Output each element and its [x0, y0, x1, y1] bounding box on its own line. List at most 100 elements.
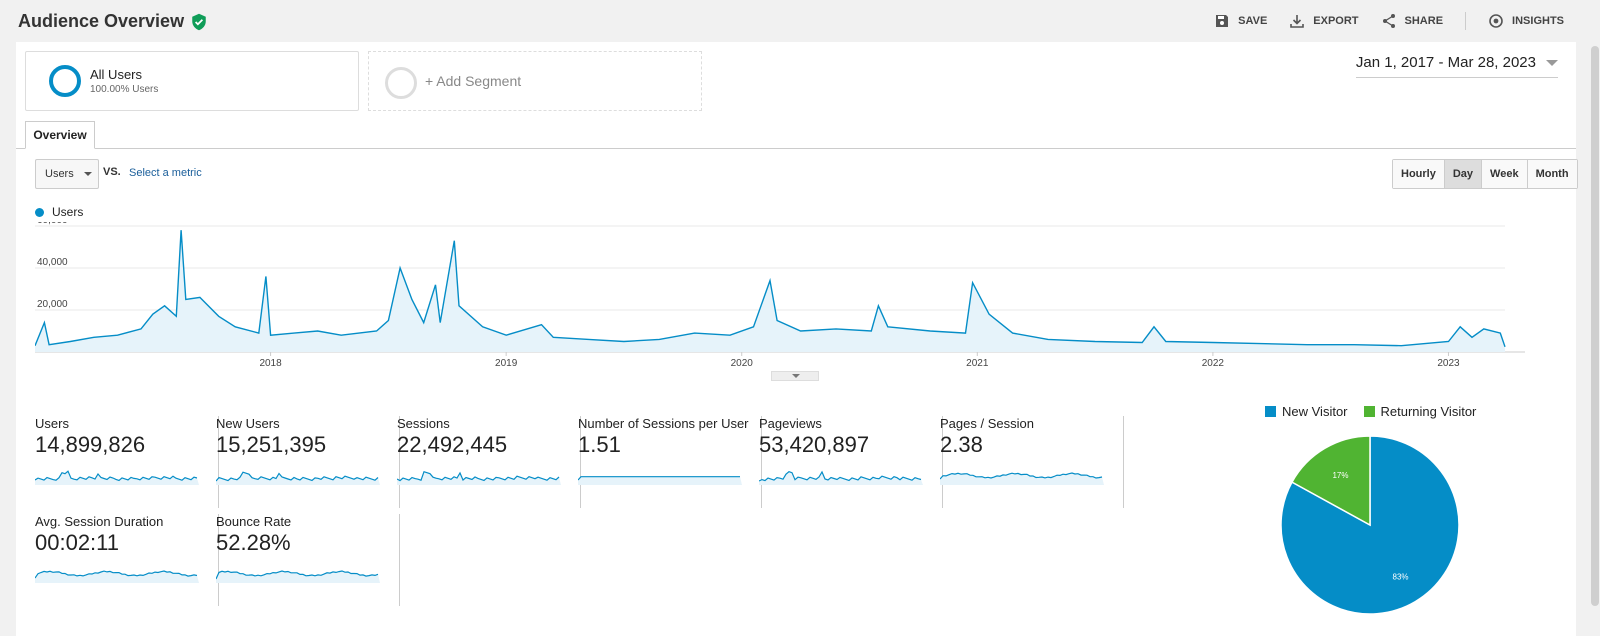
y-tick-label: 60,000: [37, 222, 68, 226]
x-tick-label: 2019: [495, 358, 518, 369]
granularity-day-button[interactable]: Day: [1444, 160, 1483, 188]
metric-name: Pages / Session: [940, 416, 1034, 431]
chevron-down-icon: [83, 172, 92, 176]
share-icon: [1382, 14, 1395, 28]
sparkline-fill: [35, 571, 199, 583]
vs-label: VS.: [103, 166, 121, 178]
new-visitor-swatch: [1265, 406, 1276, 417]
sparkline-fill: [397, 471, 561, 485]
granularity-month-button[interactable]: Month: [1527, 160, 1577, 188]
export-label: EXPORT: [1313, 15, 1359, 27]
metric-dropdown-value: Users: [45, 168, 74, 180]
verified-shield-icon: [192, 13, 206, 30]
collapse-chart-handle[interactable]: [771, 371, 819, 381]
sparkline-line: [216, 570, 379, 580]
metric-sparkline: [35, 470, 199, 485]
metric-scorecard[interactable]: Pages / Session 2.38: [940, 416, 1124, 508]
add-segment-label: + Add Segment: [425, 73, 522, 89]
save-button[interactable]: SAVE: [1214, 13, 1267, 29]
users-over-time-chart: 20,000 40,000 60,000 2018 2019 2020 2021 2022 20…: [35, 222, 1525, 369]
page-title: Audience Overview: [18, 11, 208, 32]
date-range-picker[interactable]: Jan 1, 2017 - Mar 28, 2023: [1355, 54, 1558, 78]
metric-value: 14,899,826: [35, 432, 146, 457]
metric-scorecard[interactable]: Bounce Rate 52.28%: [216, 514, 400, 606]
tab-overview[interactable]: Overview: [25, 121, 95, 149]
scrollbar-thumb[interactable]: [1591, 46, 1599, 606]
add-segment-button[interactable]: + Add Segment: [368, 51, 702, 111]
metric-name: Users: [35, 416, 69, 431]
tab-divider: [16, 148, 1576, 149]
share-button[interactable]: SHARE: [1381, 13, 1443, 29]
metric-sparkline: [940, 472, 1104, 485]
page-scrollbar[interactable]: [1590, 42, 1600, 636]
metric-scorecard[interactable]: Sessions 22,492,445: [397, 416, 581, 508]
metric-value: 2.38: [940, 432, 983, 457]
metric-scorecard[interactable]: New Users 15,251,395: [216, 416, 400, 508]
x-tick-label: 2018: [259, 358, 282, 369]
metric-value: 1.51: [578, 432, 621, 457]
segment-ring-icon: [49, 65, 81, 97]
users-series-line: [35, 230, 1506, 348]
date-range-text: Jan 1, 2017 - Mar 28, 2023: [1355, 54, 1536, 71]
metric-value: 22,492,445: [397, 432, 508, 457]
sparkline-fill: [35, 471, 199, 485]
page-title-text: Audience Overview: [18, 11, 185, 31]
sparkline-line: [578, 476, 740, 481]
metric-name: Number of Sessions per User: [578, 416, 749, 431]
pie-legend-returning-visitor-label: Returning Visitor: [1380, 404, 1477, 419]
download-icon: [1290, 15, 1305, 28]
visitor-type-pie-chart: 83% 17%: [1280, 435, 1460, 615]
metric-dropdown[interactable]: Users: [35, 159, 99, 189]
main-chart-series-name: Users: [52, 205, 84, 219]
chevron-down-icon: [1546, 59, 1558, 66]
metric-scorecard[interactable]: Pageviews 53,420,897: [759, 416, 943, 508]
pie-slice-label: 17%: [1332, 471, 1348, 480]
sparkline-fill: [216, 472, 380, 485]
y-tick-label: 40,000: [37, 257, 68, 268]
sparkline-fill: [578, 476, 742, 485]
sparkline-line: [940, 472, 1103, 480]
pie-legend-new-visitor: New Visitor: [1265, 404, 1348, 419]
header-divider: [1465, 12, 1467, 30]
metric-sparkline: [397, 470, 561, 485]
sparkline-line: [397, 470, 560, 482]
save-label: SAVE: [1238, 15, 1268, 27]
pie-legend: New Visitor Returning Visitor: [1265, 404, 1476, 419]
metric-sparkline: [759, 470, 923, 485]
metric-name: Pageviews: [759, 416, 822, 431]
insights-button[interactable]: INSIGHTS: [1488, 13, 1564, 29]
metric-sparkline: [216, 570, 380, 583]
select-metric-link[interactable]: Select a metric: [129, 167, 202, 179]
metric-name: Avg. Session Duration: [35, 514, 164, 529]
empty-segment-ring-icon: [385, 67, 417, 99]
x-tick-label: 2020: [731, 358, 754, 369]
metric-sparkline: [216, 471, 380, 485]
export-button[interactable]: EXPORT: [1289, 13, 1359, 29]
metric-scorecard[interactable]: Users 14,899,826: [35, 416, 219, 508]
metric-scorecard[interactable]: Number of Sessions per User 1.51: [578, 416, 762, 508]
sparkline-fill: [216, 571, 380, 583]
granularity-toggle: Hourly Day Week Month: [1392, 159, 1578, 189]
metric-scorecard[interactable]: Avg. Session Duration 00:02:11: [35, 514, 219, 606]
main-chart-legend: Users: [35, 205, 83, 219]
sparkline-line: [759, 470, 922, 482]
x-tick-label: 2022: [1202, 358, 1225, 369]
pie-legend-new-visitor-label: New Visitor: [1282, 404, 1348, 419]
metric-name: Sessions: [397, 416, 450, 431]
metric-value: 52.28%: [216, 530, 291, 555]
insights-label: INSIGHTS: [1512, 15, 1564, 27]
metric-name: Bounce Rate: [216, 514, 292, 529]
sparkline-line: [216, 471, 379, 482]
pie-slice-returning-visitor: [1290, 435, 1371, 527]
sparkline-line: [35, 470, 198, 482]
segment-all-users[interactable]: All Users 100.00% Users: [25, 51, 359, 111]
granularity-hourly-button[interactable]: Hourly: [1393, 160, 1445, 188]
x-tick-label: 2021: [966, 358, 989, 369]
metric-value: 53,420,897: [759, 432, 870, 457]
metric-value: 15,251,395: [216, 432, 327, 457]
granularity-week-button[interactable]: Week: [1482, 160, 1528, 188]
users-area-fill: [35, 230, 1505, 352]
returning-visitor-swatch: [1363, 406, 1375, 417]
sparkline-line: [35, 570, 198, 579]
